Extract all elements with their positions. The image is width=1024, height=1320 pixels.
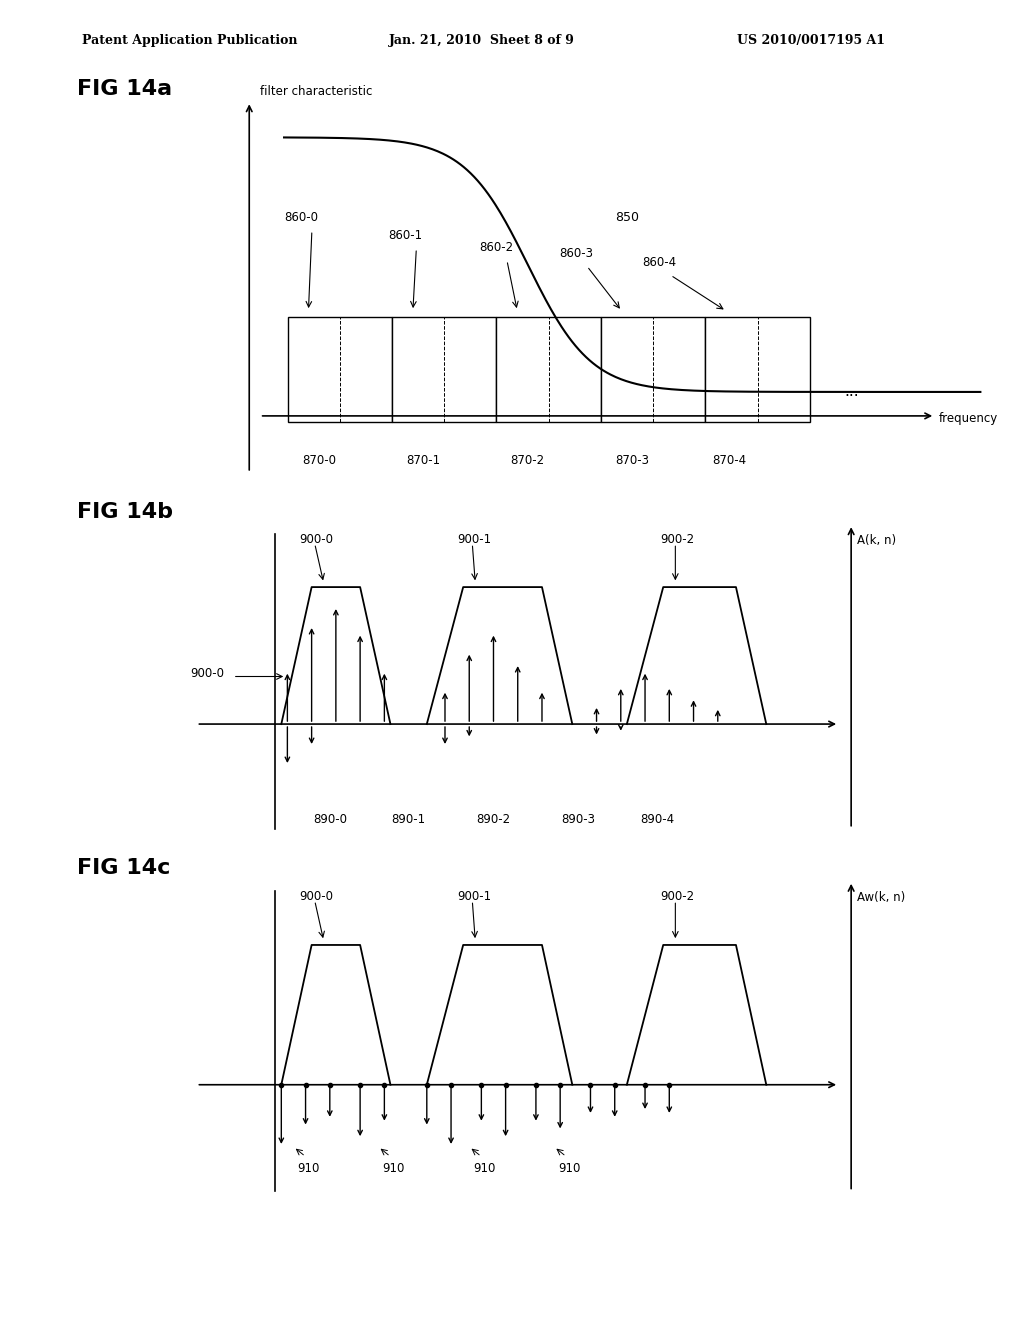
Text: A(k, n): A(k, n) — [857, 533, 896, 546]
Text: FIG 14b: FIG 14b — [77, 502, 173, 521]
Text: 910: 910 — [558, 1162, 581, 1175]
Text: 900-0: 900-0 — [299, 890, 334, 903]
Text: FIG 14a: FIG 14a — [77, 79, 172, 99]
Text: 890-4: 890-4 — [640, 813, 674, 826]
Bar — [601, 317, 706, 422]
Text: FIG 14c: FIG 14c — [77, 858, 170, 878]
Bar — [288, 317, 392, 422]
Text: 870-1: 870-1 — [407, 454, 440, 467]
Text: 860-1: 860-1 — [388, 230, 423, 242]
Bar — [706, 317, 810, 422]
Text: frequency: frequency — [939, 412, 997, 425]
Text: 900-0: 900-0 — [190, 667, 224, 680]
Text: filter characteristic: filter characteristic — [260, 86, 372, 99]
Text: 850: 850 — [614, 211, 639, 224]
Text: 860-2: 860-2 — [479, 242, 513, 255]
Text: 870-3: 870-3 — [615, 454, 649, 467]
Text: 910: 910 — [382, 1162, 404, 1175]
Text: 860-4: 860-4 — [643, 256, 677, 269]
Text: 870-2: 870-2 — [511, 454, 545, 467]
Text: Patent Application Publication: Patent Application Publication — [82, 34, 297, 48]
Text: 910: 910 — [473, 1162, 496, 1175]
Text: 860-3: 860-3 — [559, 247, 593, 260]
Text: Aw(k, n): Aw(k, n) — [857, 891, 905, 904]
Text: 890-3: 890-3 — [561, 813, 595, 826]
Text: 910: 910 — [297, 1162, 319, 1175]
Bar — [497, 317, 601, 422]
Text: 890-2: 890-2 — [476, 813, 511, 826]
Text: 900-2: 900-2 — [660, 533, 694, 546]
Text: Jan. 21, 2010  Sheet 8 of 9: Jan. 21, 2010 Sheet 8 of 9 — [389, 34, 575, 48]
Text: 900-1: 900-1 — [457, 890, 492, 903]
Text: 860-0: 860-0 — [284, 211, 318, 224]
Text: US 2010/0017195 A1: US 2010/0017195 A1 — [737, 34, 886, 48]
Text: ...: ... — [845, 384, 859, 400]
Text: 900-0: 900-0 — [299, 533, 334, 546]
Text: 900-2: 900-2 — [660, 890, 694, 903]
Text: 890-0: 890-0 — [312, 813, 347, 826]
Text: 870-0: 870-0 — [302, 454, 336, 467]
Text: 890-1: 890-1 — [391, 813, 426, 826]
Text: 900-1: 900-1 — [457, 533, 492, 546]
Bar — [392, 317, 497, 422]
Text: 870-4: 870-4 — [713, 454, 746, 467]
